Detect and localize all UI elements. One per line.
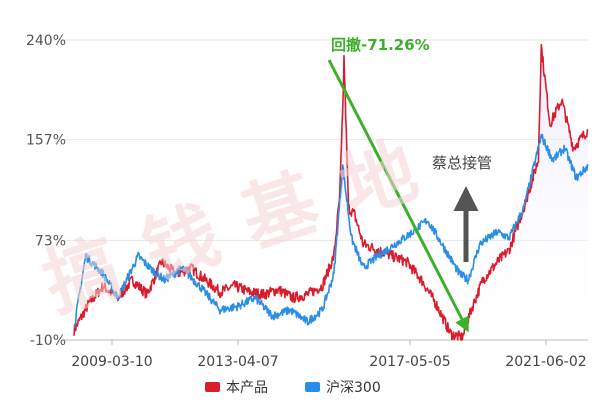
- x-tick-label: 2021-06-02: [505, 354, 586, 370]
- x-tick-label: 2013-04-07: [197, 354, 278, 370]
- series-lines: [73, 43, 589, 341]
- drawdown-label: 回撤-71.26%: [331, 36, 430, 54]
- y-tick-label: 73%: [35, 233, 66, 249]
- y-tick-label: 157%: [26, 133, 66, 149]
- legend-swatch: [305, 382, 320, 392]
- legend-swatch: [205, 382, 220, 392]
- annotations: 回撤-71.26% 蔡总接管: [327, 36, 492, 333]
- y-tick-label: -10%: [30, 333, 66, 349]
- series-line-product: [73, 43, 589, 341]
- takeover-label: 蔡总接管: [432, 154, 492, 172]
- series-line-csi300: [73, 133, 589, 328]
- drawdown-arrow: [327, 59, 469, 333]
- legend: 本产品 沪深300: [205, 380, 381, 396]
- legend-label: 沪深300: [326, 380, 381, 396]
- x-tick-label: 2017-05-05: [369, 354, 450, 370]
- y-tick-label: 240%: [26, 33, 66, 49]
- x-tick-label: 2009-03-10: [71, 354, 152, 370]
- legend-label: 本产品: [226, 380, 268, 396]
- axis-labels: 240% 157% 73% -10% 2009-03-10 2013-04-07 2017-…: [26, 33, 587, 370]
